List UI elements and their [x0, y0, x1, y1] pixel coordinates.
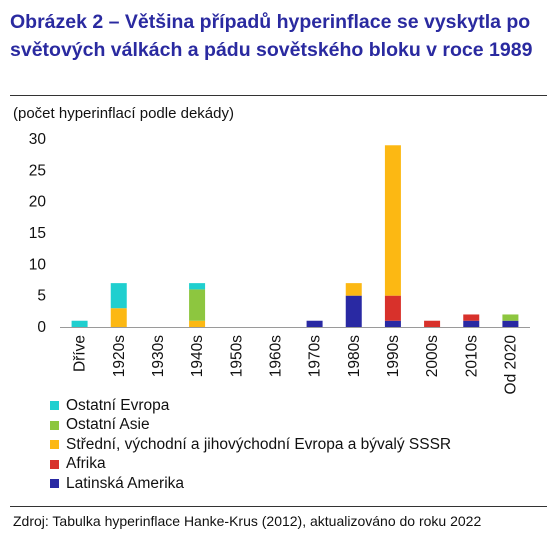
- x-tick-label: 1970s: [307, 335, 324, 377]
- y-tick-label: 10: [29, 256, 47, 273]
- bar-segment: [463, 314, 480, 321]
- chart-title: Obrázek 2 – Většina případů hyperinflace…: [10, 11, 533, 61]
- legend-swatch: [50, 479, 59, 489]
- y-tick-label: 30: [29, 131, 47, 148]
- legend-item: Střední, východní a jihovýchodní Evropa …: [50, 435, 451, 455]
- legend-swatch: [50, 440, 59, 450]
- bar-segment: [502, 314, 519, 321]
- chart-subtitle: (počet hyperinflací podle dekády): [13, 105, 234, 122]
- bar-segment: [345, 283, 362, 296]
- y-tick-label: 20: [29, 194, 47, 211]
- x-tick-label: 1960s: [267, 335, 284, 377]
- legend-item: Ostatní Evropa: [50, 396, 451, 416]
- legend-item: Ostatní Asie: [50, 416, 451, 436]
- bar-segment: [424, 320, 441, 327]
- bar-segment: [189, 320, 206, 327]
- source-note: Zdroj: Tabulka hyperinflace Hanke-Krus (…: [13, 513, 482, 529]
- y-tick-label: 15: [29, 225, 46, 242]
- bar-segment: [345, 295, 362, 327]
- bar-segment: [71, 320, 88, 327]
- x-tick-label: 1920s: [111, 335, 128, 377]
- x-tick-label: 1950s: [228, 335, 245, 377]
- bar-segment: [384, 145, 401, 296]
- x-tick-label: 2000s: [424, 335, 441, 377]
- bar-segment: [110, 308, 127, 327]
- y-tick-label: 5: [37, 288, 46, 305]
- top-rule: [10, 95, 547, 96]
- legend: Ostatní Evropa Ostatní Asie Střední, výcho…: [50, 396, 451, 494]
- legend-label: Ostatní Asie: [66, 416, 150, 434]
- legend-label: Ostatní Evropa: [66, 396, 170, 414]
- x-tick-label: 2010s: [463, 335, 480, 377]
- x-tick-label: 1990s: [385, 335, 402, 377]
- legend-swatch: [50, 401, 59, 411]
- legend-swatch: [50, 459, 59, 469]
- bar-segment: [463, 320, 480, 327]
- bar-segment: [110, 283, 127, 309]
- x-tick-label: 1940s: [189, 335, 206, 377]
- stacked-bar-chart: 0 5 10 15 20 25 30 Dříve 1920s 1930s 1940s 1950s 196…: [29, 131, 530, 395]
- legend-item: Afrika: [50, 455, 451, 475]
- y-tick-label: 25: [29, 162, 46, 179]
- legend-label: Afrika: [66, 455, 106, 473]
- x-tick-label: Od 2020: [502, 335, 519, 395]
- bar-segment: [189, 283, 206, 290]
- bar-segment: [384, 320, 401, 327]
- x-tick-label: Dříve: [72, 335, 89, 372]
- bar-segment: [189, 289, 206, 321]
- x-tick-label: 1980s: [346, 335, 363, 377]
- bar-segment: [306, 320, 323, 327]
- legend-item: Latinská Amerika: [50, 474, 451, 494]
- bar-segment: [502, 320, 519, 327]
- legend-label: Latinská Amerika: [66, 474, 185, 492]
- bar-segment: [384, 295, 401, 321]
- legend-swatch: [50, 420, 59, 430]
- x-tick-label: 1930s: [150, 335, 167, 377]
- bottom-rule: [10, 506, 547, 507]
- legend-label: Střední, východní a jihovýchodní Evropa …: [66, 435, 452, 453]
- y-tick-label: 0: [37, 319, 46, 336]
